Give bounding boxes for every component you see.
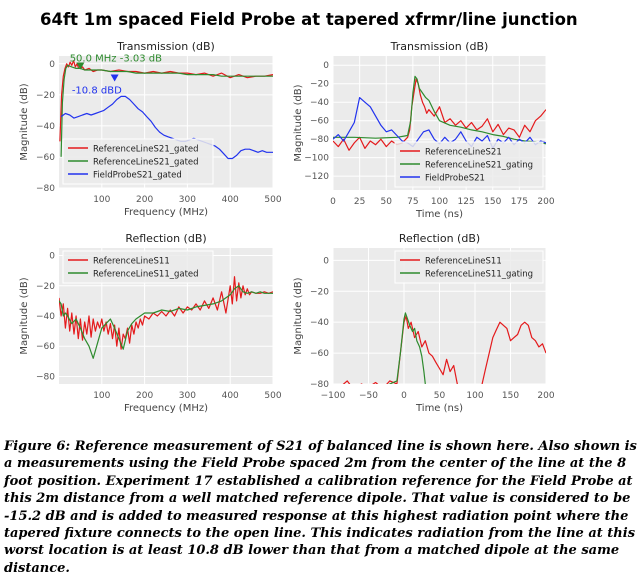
x-tick-label: 100 — [466, 391, 483, 401]
y-tick-label: −60 — [310, 117, 329, 127]
x-tick-label: 200 — [136, 391, 153, 401]
y-tick-label: 0 — [49, 60, 55, 70]
series-line-green — [60, 64, 273, 157]
x-tick-label: 300 — [179, 195, 196, 205]
x-tick-label: 0 — [401, 391, 407, 401]
y-tick-label: −80 — [36, 184, 55, 194]
chart-tr: 0 25 50 75 100 125 150 175 200 0 −20 −40 −60 −80 −100 −… — [293, 40, 555, 220]
legend: ReferenceLineS11 ReferenceLineS11_gated — [62, 250, 214, 284]
y-tick-label: −60 — [310, 349, 329, 359]
x-tick-label: 50 — [381, 197, 393, 207]
legend-label: ReferenceLineS11 — [93, 257, 170, 267]
chart-br: −100 −50 0 50 100 150 200 0 −20 −40 −60 −80 Reflecti… — [293, 232, 555, 414]
x-tick-label: 400 — [222, 391, 239, 401]
y-tick-label: −120 — [304, 172, 329, 182]
x-tick-label: 200 — [537, 197, 554, 207]
x-tick-label: 150 — [484, 197, 501, 207]
series-group — [59, 276, 273, 359]
x-tick-label: 75 — [407, 197, 418, 207]
annotation: 50.0 MHz -3.03 dB — [70, 53, 162, 64]
x-tick-label: 50 — [434, 391, 446, 401]
x-tick-label: 500 — [264, 195, 281, 205]
y-tick-label: −80 — [36, 372, 55, 382]
series-line-red — [333, 78, 546, 151]
x-tick-label: 25 — [354, 197, 365, 207]
x-axis-label: Time (ns) — [415, 403, 463, 414]
series-line-green — [388, 312, 426, 384]
legend-box — [62, 250, 214, 284]
y-tick-label: −100 — [304, 154, 329, 164]
series-group — [59, 60, 273, 160]
legend-label: ReferenceLineS21 — [425, 148, 502, 158]
legend-label: ReferenceLineS11_gated — [93, 270, 199, 280]
legend-label: ReferenceLineS21_gated — [93, 158, 199, 168]
plots-canvas: 100 200 300 400 5000−20−40−60−80Transmission… — [19, 40, 555, 414]
x-tick-label: 200 — [136, 195, 153, 205]
series-group — [342, 312, 546, 384]
x-tick-label: 125 — [458, 197, 475, 207]
annotation: -10.8 dBD — [72, 85, 122, 96]
x-tick-label: 200 — [537, 391, 554, 401]
y-axis-label: Magnitude (dB) — [19, 277, 30, 354]
legend: ReferenceLineS21 ReferenceLineS21_gating F… — [394, 141, 544, 188]
chart-title: Reflection (dB) — [125, 232, 206, 245]
legend-label: ReferenceLineS21_gated — [93, 145, 199, 155]
legend: ReferenceLineS11 ReferenceLineS11_gating — [394, 250, 544, 284]
chart-title: Transmission (dB) — [390, 40, 489, 53]
y-tick-label: −60 — [36, 153, 55, 163]
y-tick-label: −60 — [36, 342, 55, 352]
chart-bl: 100 200 300 400 500 0 −20 −40 −60 −80 Reflection (… — [19, 232, 282, 414]
x-tick-label: 100 — [93, 391, 110, 401]
y-tick-label: −40 — [310, 318, 329, 328]
y-axis-label: Magnitude (dB) — [293, 277, 304, 354]
series-line-red — [59, 276, 273, 350]
x-tick-label: 500 — [264, 391, 281, 401]
figure-caption: Figure 6: Reference measurement of S21 o… — [4, 439, 637, 576]
x-tick-label: −100 — [321, 391, 346, 401]
y-tick-label: 0 — [323, 61, 329, 71]
series-line-blue — [60, 95, 273, 160]
legend-label: FieldProbeS21_gated — [93, 171, 182, 181]
marker-triangle — [76, 62, 85, 70]
x-axis-label: Frequency (MHz) — [124, 207, 208, 218]
y-tick-label: −20 — [36, 91, 55, 101]
y-tick-label: −40 — [36, 312, 55, 322]
y-tick-label: 0 — [49, 252, 55, 262]
chart-title: Transmission (dB) — [116, 40, 215, 53]
x-axis-label: Frequency (MHz) — [124, 403, 208, 414]
y-axis-label: Magnitude (dB) — [293, 84, 304, 161]
x-axis-label: Time (ns) — [415, 209, 463, 220]
y-tick-label: −80 — [310, 135, 329, 145]
legend-box — [394, 250, 544, 284]
y-tick-label: −20 — [310, 80, 329, 90]
x-tick-label: 175 — [511, 197, 528, 207]
chart-title: Reflection (dB) — [399, 232, 480, 245]
x-tick-label: −50 — [359, 391, 378, 401]
chart-tl: 100 200 300 400 500 0 −20 −40 −60 −80 Transmission… — [19, 40, 282, 218]
y-tick-label: 0 — [323, 256, 329, 266]
marker-triangle — [110, 74, 119, 82]
y-tick-label: −40 — [310, 98, 329, 108]
x-tick-label: 300 — [179, 391, 196, 401]
y-tick-label: −80 — [310, 380, 329, 390]
y-tick-label: −20 — [36, 282, 55, 292]
legend-label: ReferenceLineS21_gating — [425, 161, 533, 171]
x-tick-label: 150 — [502, 391, 519, 401]
x-tick-label: 400 — [222, 195, 239, 205]
y-tick-label: −20 — [310, 287, 329, 297]
y-tick-label: −40 — [36, 122, 55, 132]
x-tick-label: 100 — [431, 197, 448, 207]
legend: ReferenceLineS21_gated ReferenceLineS21_g… — [62, 138, 214, 185]
legend-label: ReferenceLineS11_gating — [425, 270, 533, 280]
series-line-green — [333, 75, 546, 145]
series-line-green — [59, 285, 273, 359]
y-axis-label: Magnitude (dB) — [19, 83, 30, 160]
page-title: 64ft 1m spaced Field Probe at tapered xf… — [40, 10, 578, 29]
x-tick-label: 100 — [93, 195, 110, 205]
legend-label: FieldProbeS21 — [425, 174, 485, 184]
legend-label: ReferenceLineS11 — [425, 257, 502, 267]
x-tick-label: 0 — [330, 197, 336, 207]
